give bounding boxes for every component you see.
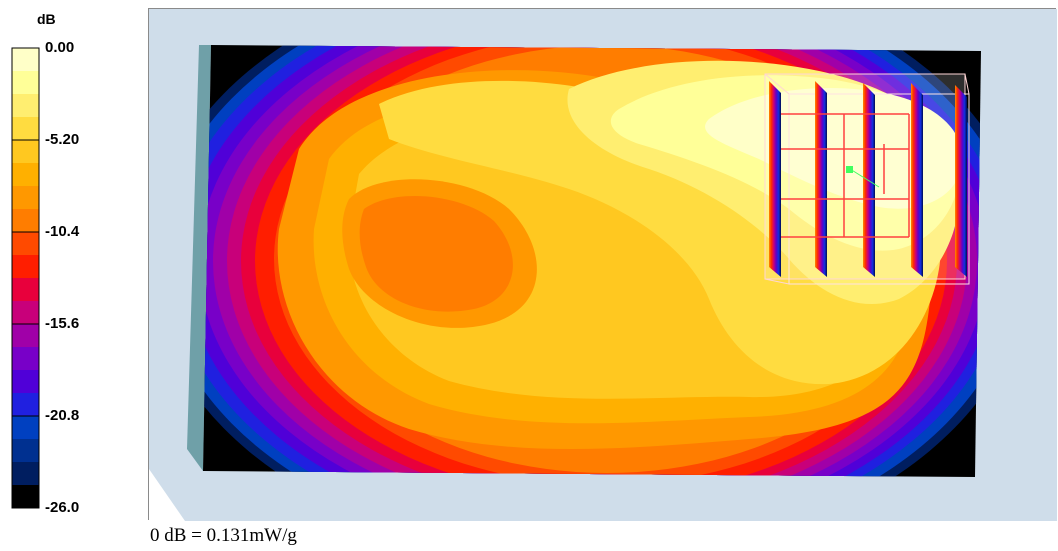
- colorbar-unit: dB: [37, 11, 56, 27]
- colorbar-segment: [12, 324, 39, 348]
- sar-plot-area: [148, 8, 1057, 521]
- colorbar-segment: [12, 48, 39, 72]
- colorbar-tick-label: -26.0: [45, 499, 80, 516]
- colorbar-tick-label: -15.6: [45, 315, 80, 332]
- colorbar-tick-label: -5.20: [45, 131, 80, 148]
- zoom-scan-cube: [764, 73, 970, 285]
- colorbar-tick-label: -20.8: [45, 407, 80, 424]
- max-location-marker: [846, 166, 853, 173]
- colorbar-segment: [12, 232, 39, 256]
- colorbar-segment: [12, 439, 39, 463]
- colorbar-segment: [12, 370, 39, 394]
- colorbar-segment: [12, 140, 39, 164]
- colorbar-segment: [12, 278, 39, 302]
- colorbar: [11, 47, 40, 509]
- reference-note: 0 dB = 0.131mW/g: [150, 525, 297, 546]
- phantom-plane-edge: [149, 469, 185, 521]
- sar-distribution-plot: [149, 9, 1057, 521]
- colorbar-segment: [12, 186, 39, 210]
- colorbar-segment: [12, 117, 39, 141]
- scan-slice-2: [815, 81, 827, 277]
- scan-slice-4: [911, 83, 923, 277]
- colorbar-segment: [12, 301, 39, 325]
- colorbar-segment: [12, 485, 39, 509]
- scan-slice-5: [955, 85, 967, 277]
- colorbar-segment: [12, 416, 39, 440]
- colorbar-segment: [12, 255, 39, 279]
- colorbar-tick-label: 0.00: [45, 39, 75, 56]
- colorbar-segment: [12, 347, 39, 371]
- scan-slice-3: [863, 83, 875, 277]
- colorbar-segment: [12, 462, 39, 486]
- scan-slice-1: [769, 81, 781, 277]
- colorbar-panel: dB 0.00 -5.20 -10.4 -15.6 -20.8 -26.0: [0, 0, 140, 520]
- colorbar-segment: [12, 163, 39, 187]
- colorbar-tick-label: -10.4: [45, 223, 80, 240]
- colorbar-segment: [12, 393, 39, 417]
- colorbar-segment: [12, 209, 39, 233]
- colorbar-segment: [12, 94, 39, 118]
- colorbar-segment: [12, 71, 39, 95]
